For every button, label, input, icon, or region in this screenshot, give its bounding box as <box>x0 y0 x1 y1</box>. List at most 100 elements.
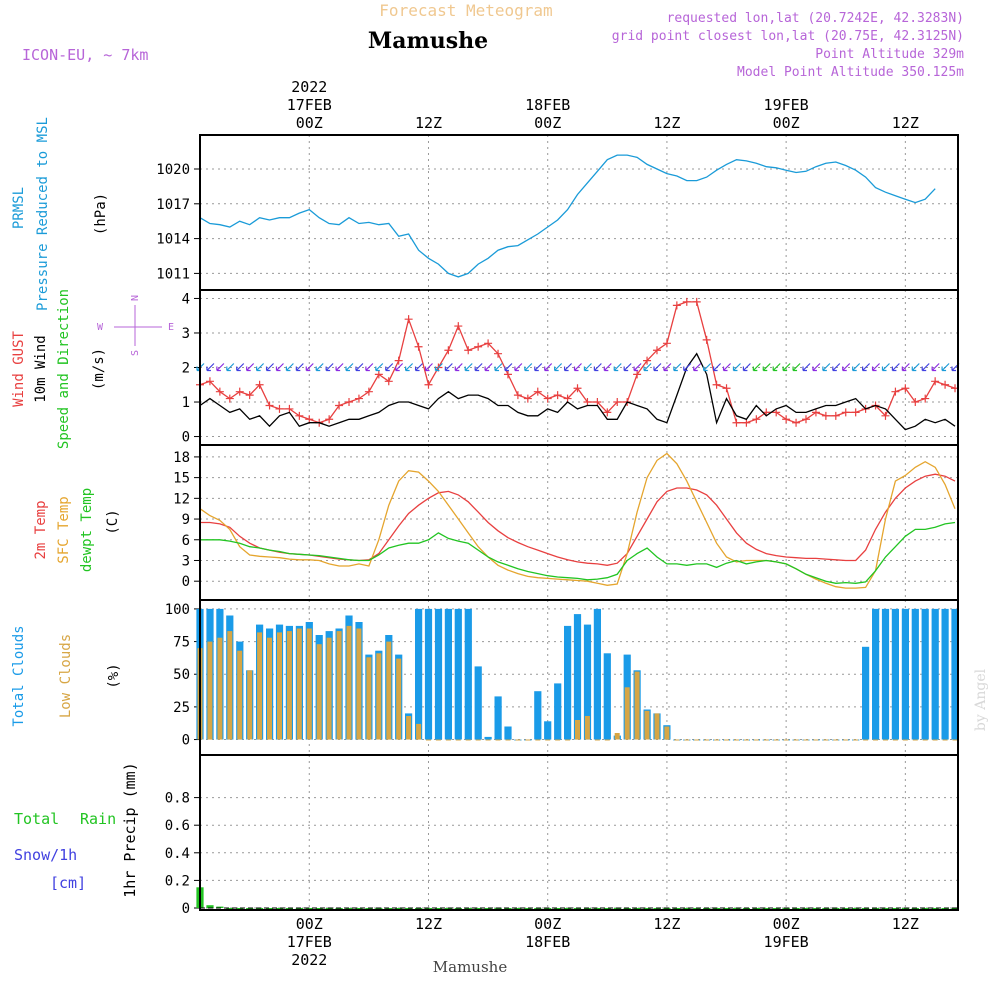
model-label: ICON-EU, ~ 7km <box>22 46 148 64</box>
low-cloud-bar <box>743 739 749 741</box>
wind-direction-arrow <box>345 363 354 372</box>
wind-direction-arrow <box>703 363 712 372</box>
total-cloud-bar <box>534 691 542 740</box>
wind-direction-arrow <box>554 363 563 372</box>
compass-rose: N W E S <box>97 295 174 356</box>
gust-marker <box>603 408 612 417</box>
total-cloud-bar <box>564 625 572 740</box>
low-cloud-bar <box>545 739 551 741</box>
low-cloud-bar <box>873 739 878 741</box>
series-line-2m-temp <box>200 473 956 566</box>
series-line-dewpt-temp <box>200 521 956 584</box>
wind-direction-arrow <box>852 363 861 372</box>
precip-label-snow-unit: [cm] <box>50 874 86 892</box>
y-tick-label: 1011 <box>156 266 190 282</box>
product-title: Forecast Meteogram <box>379 1 552 20</box>
wind-direction-arrow <box>862 363 871 372</box>
precip-bar <box>593 908 601 909</box>
bottom-hour-label: 12Z <box>653 915 680 933</box>
wind-direction-arrow <box>494 363 503 372</box>
low-cloud-bar <box>406 716 412 740</box>
gust-marker <box>662 339 671 348</box>
wind-direction-arrow <box>633 363 642 372</box>
low-cloud-bar <box>664 726 670 740</box>
gust-marker <box>454 322 463 331</box>
low-cloud-bar <box>644 710 650 740</box>
wind-direction-arrow <box>782 363 791 372</box>
y-tick-label: 9 <box>182 512 190 528</box>
low-cloud-bar <box>485 739 491 741</box>
total-cloud-bar <box>583 624 592 740</box>
low-cloud-bar <box>704 739 710 741</box>
total-cloud-bar <box>494 696 502 740</box>
wind-axis-labels: Wind GUST 10m Wind Speed and Direction (… <box>11 289 174 449</box>
gust-marker <box>841 408 850 417</box>
y-tick-label: 3 <box>182 553 190 569</box>
top-date-label: 18FEB <box>525 96 570 114</box>
low-cloud-bar <box>336 631 342 740</box>
precip-bar <box>266 908 274 909</box>
precip-bar <box>683 908 691 909</box>
gust-marker <box>245 391 254 400</box>
gust-marker <box>553 391 562 400</box>
credit-label: by Angel <box>973 668 989 731</box>
low-cloud-bar <box>833 739 839 741</box>
precip-bar <box>842 908 850 909</box>
wind-label-gust: Wind GUST <box>11 331 27 407</box>
cloud-label-low: Low Clouds <box>58 634 74 718</box>
panels: 1011101410171020012340369121518025507510… <box>156 134 960 917</box>
wind-direction-arrow <box>712 363 722 372</box>
low-cloud-bar <box>416 723 422 740</box>
low-cloud-bar <box>863 739 869 741</box>
low-cloud-bar <box>257 632 263 740</box>
wind-direction-arrow <box>832 363 841 372</box>
wind-direction-arrow <box>206 363 215 372</box>
top-date-label: 17FEB <box>287 96 332 114</box>
bottom-hour-label: 12Z <box>892 915 919 933</box>
temp-label-sfc: SFC Temp <box>56 496 72 563</box>
total-cloud-bar <box>603 653 611 740</box>
gust-marker <box>851 408 860 417</box>
wind-direction-arrow <box>524 363 533 372</box>
y-tick-label: 3 <box>182 326 190 342</box>
wind-direction-arrow <box>583 363 592 372</box>
precip-label-total: Total <box>14 810 59 828</box>
wind-direction-arrow <box>454 363 463 372</box>
wind-direction-arrow <box>256 363 265 372</box>
panel-temperature: 0 3 6 9 12 15 18 <box>173 444 959 601</box>
total-cloud-bar <box>901 608 909 740</box>
gust-marker <box>374 370 383 379</box>
wind-direction-arrow <box>822 363 831 372</box>
low-cloud-bar <box>306 628 312 740</box>
wind-direction-arrow <box>901 363 910 372</box>
gust-marker <box>325 415 334 424</box>
precip-bar <box>206 905 214 908</box>
low-cloud-bar <box>624 687 630 740</box>
low-cloud-bar <box>247 670 253 740</box>
panel-frame <box>199 444 959 601</box>
gust-marker <box>941 380 950 389</box>
precip-bar <box>802 908 810 909</box>
wind-direction-arrow <box>464 363 473 372</box>
bottom-date-label: 19FEB <box>764 933 809 951</box>
gust-marker <box>295 411 304 420</box>
total-cloud-bar <box>464 608 472 740</box>
wind-direction-arrow <box>444 363 453 372</box>
gust-marker <box>345 398 354 407</box>
series-line-10m-wind <box>199 352 956 431</box>
y-tick-label: 100 <box>165 602 190 618</box>
gust-marker <box>702 335 711 344</box>
top-year-label: 2022 <box>291 78 327 96</box>
wind-unit: (m/s) <box>91 348 107 390</box>
wind-direction-arrow <box>216 363 225 372</box>
precip-bar <box>921 908 929 909</box>
wind-direction-arrow <box>802 363 811 372</box>
bottom-date-label: 17FEB <box>287 933 332 951</box>
bottom-date-label: 18FEB <box>525 933 570 951</box>
wind-direction-arrow <box>593 363 602 372</box>
wind-direction-arrow <box>573 363 582 372</box>
total-cloud-bar <box>454 608 462 740</box>
bottom-hour-label: 00Z <box>534 915 561 933</box>
